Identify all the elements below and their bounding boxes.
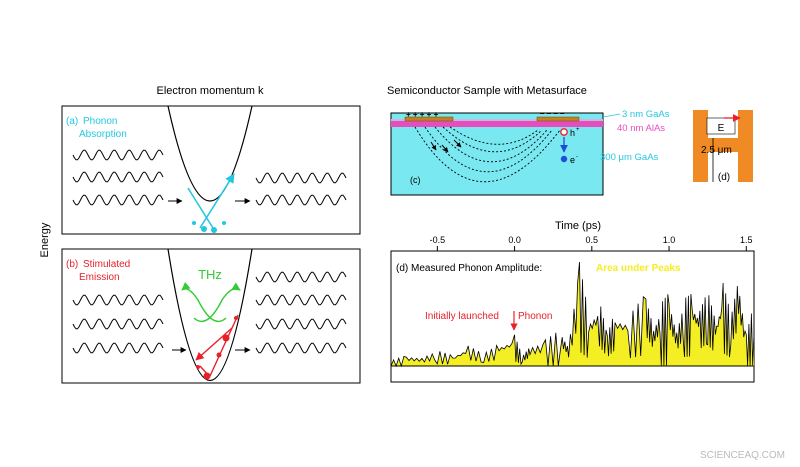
panel-a-electron-2 (211, 227, 217, 233)
panel-b-waves-in (72, 294, 164, 354)
metal-stripe-left (404, 116, 454, 122)
panel-b-title-line2: Emission (79, 272, 120, 283)
phonon-wave-1 (72, 149, 164, 161)
panel-a-frame (61, 105, 361, 235)
panel-c: Semiconductor Sample with Metasurface + … (387, 85, 670, 196)
panel-b-label: (b) (66, 259, 78, 270)
panel-a-transition-arrow (199, 173, 235, 229)
chart-legend: Area under Peaks (596, 263, 681, 274)
layer2-label: 40 nm AlAs (617, 123, 665, 134)
watermark: SCIENCEAQ.COM (700, 450, 785, 461)
panel-c-header: Semiconductor Sample with Metasurface (387, 85, 587, 97)
x-tick-label: 0.5 (586, 235, 599, 245)
layer1-label: 3 nm GaAs (622, 109, 670, 120)
x-tick-label: 0.0 (508, 235, 521, 245)
thz-arrow-left (181, 281, 227, 323)
panel-b-parabola (167, 248, 253, 382)
panel-d-chart: Time (ps) -0.5 0.0 0.5 1.0 1.5 (d) Measured … (390, 220, 755, 383)
panel-b-electron-1 (222, 334, 230, 342)
minus-charges: – – – – (540, 109, 565, 118)
panel-a-electron-4 (222, 221, 226, 225)
panel-a-label: (a) (66, 116, 78, 127)
energy-axis-label: Energy (39, 222, 51, 257)
series-line (390, 261, 755, 368)
panel-b-electron-3 (203, 372, 211, 380)
field-arrow-2 (441, 144, 449, 153)
phonon-wave-1 (255, 271, 347, 283)
h-cross-bar (693, 138, 753, 152)
phonon-wave-2 (72, 318, 164, 330)
panel-a-electron-1 (201, 226, 207, 232)
phonon-wave-1 (255, 172, 347, 184)
panel-b: (b) Stimulated Emission THz (61, 248, 361, 384)
panel-a-parabola (167, 105, 253, 202)
gaas-cap-layer (391, 119, 603, 121)
panel-b-title-line1: Stimulated (83, 259, 130, 270)
annotation-phonon: Phonon (518, 311, 552, 322)
size-label: 2.5 μm (701, 145, 732, 156)
x-axis-ticks: -0.5 0.0 0.5 1.0 1.5 (430, 235, 753, 251)
field-arrow-3 (453, 139, 462, 148)
panel-a-title-line1: Phonon (83, 116, 117, 127)
electron-sup: - (576, 154, 578, 160)
left-header: Electron momentum k (157, 85, 264, 97)
panel-b-waves-out (255, 271, 347, 354)
panel-b-electron-4 (196, 365, 200, 369)
hole-label: h (570, 128, 575, 138)
phonon-wave-3 (255, 318, 347, 330)
panel-c-label: (c) (410, 175, 421, 185)
phonon-wave-3 (72, 194, 164, 206)
panel-b-electron-2 (216, 352, 222, 358)
thz-label: THz (198, 267, 222, 282)
phonon-wave-4 (255, 342, 347, 354)
field-line-5 (449, 126, 539, 145)
chart-title: (d) Measured Phonon Amplitude: (396, 263, 542, 274)
plus-charges: + + + + + (406, 110, 439, 119)
hole-icon (560, 128, 568, 136)
metal-stripe-right (536, 116, 580, 122)
field-line-4 (442, 126, 543, 153)
electron-icon (560, 155, 568, 163)
x-tick-label: 1.0 (663, 235, 676, 245)
phonon-wave-2 (255, 194, 347, 206)
field-line-1 (414, 126, 561, 183)
panel-a-title-line2: Absorption (79, 129, 127, 140)
x-tick-label: -0.5 (430, 235, 446, 245)
panel-a-waves-in (72, 149, 164, 206)
chart-series (390, 261, 755, 368)
panel-a-transition-line (187, 187, 214, 229)
electron-label: e (570, 155, 575, 165)
panel-a: (a) Phonon Absorption (61, 105, 361, 235)
x-axis-title: Time (ps) (555, 220, 601, 232)
panel-a-electron-3 (192, 221, 196, 225)
field-label: E (718, 123, 725, 134)
x-tick-label: 1.5 (740, 235, 753, 245)
phonon-wave-1 (72, 294, 164, 306)
field-arrow-1 (430, 141, 437, 151)
field-box (706, 117, 736, 135)
panel-b-emission-arrow (195, 327, 233, 361)
phonon-wave-2 (255, 294, 347, 306)
panel-d-inset: E 2.5 μm (d) (693, 110, 753, 183)
panel-b-electron-5 (234, 316, 238, 320)
hole-sup: + (576, 127, 580, 133)
layer3-label: 300 μm GaAs (600, 152, 659, 163)
panel-b-emission-line-right (209, 314, 239, 377)
leader-layer1 (602, 113, 621, 118)
alas-layer (391, 121, 603, 127)
inset-d-label: (d) (718, 172, 730, 183)
phonon-wave-3 (72, 342, 164, 354)
annotation-initial: Initially launched (425, 311, 499, 322)
panel-a-waves-out (255, 172, 347, 206)
thz-arrow-right (193, 282, 241, 323)
phonon-wave-2 (72, 171, 164, 183)
